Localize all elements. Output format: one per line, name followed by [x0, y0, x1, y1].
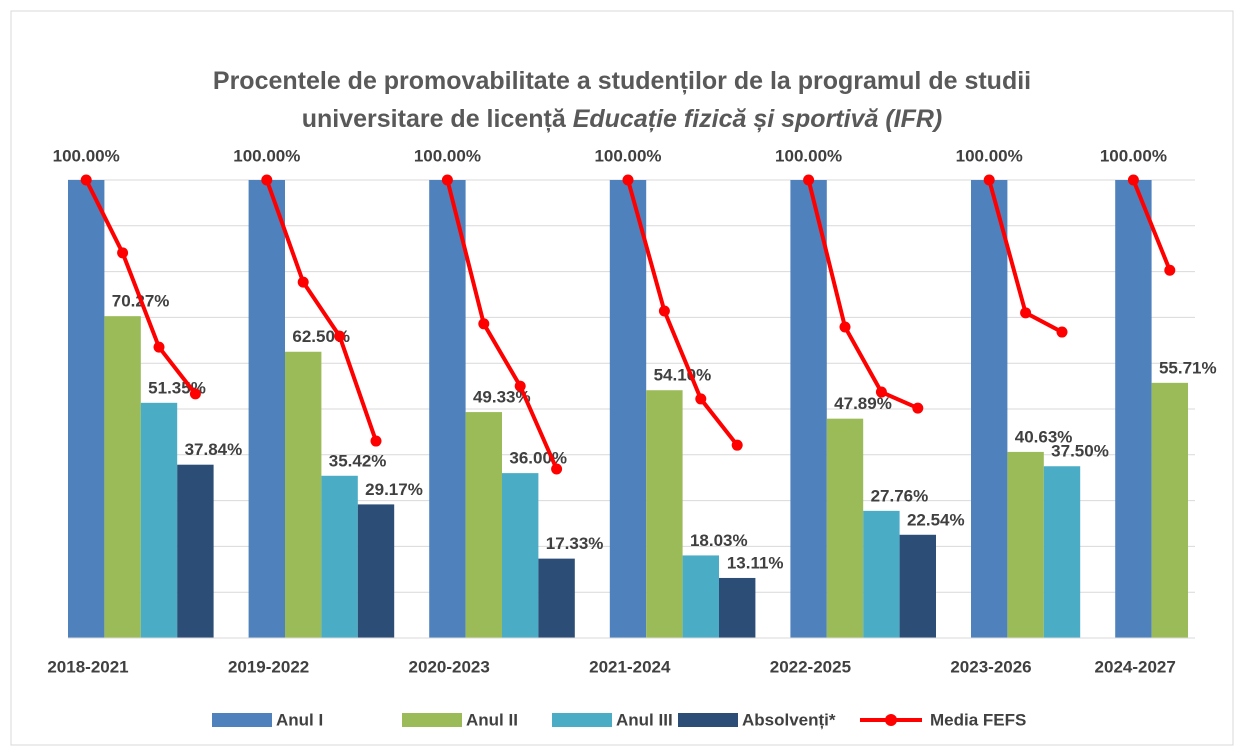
- bar: [502, 473, 539, 638]
- line-point: [695, 393, 707, 405]
- line-point: [1020, 307, 1032, 319]
- bar: [1043, 466, 1081, 638]
- data-label: 100.00%: [414, 146, 481, 165]
- line-series: [806, 179, 919, 410]
- bar: [1115, 180, 1152, 638]
- bar: [429, 180, 466, 638]
- bar: [790, 180, 827, 638]
- bar: [863, 510, 900, 638]
- bar: [465, 412, 502, 638]
- title-text: Procentele de promovabilitate a studenți…: [212, 67, 1032, 133]
- data-label: 17.33%: [546, 534, 604, 553]
- line-point: [1056, 326, 1068, 338]
- line-point: [261, 174, 273, 186]
- line-series: [445, 179, 559, 470]
- data-label: 22.54%: [907, 510, 965, 529]
- line-point: [803, 174, 815, 186]
- x-tick-label: 2023-2026: [950, 657, 1031, 676]
- legend-label: Media FEFS: [930, 710, 1026, 729]
- legend-label: Anul III: [616, 710, 673, 729]
- data-label: 100.00%: [594, 146, 661, 165]
- bar: [285, 351, 322, 638]
- line-point: [334, 330, 346, 342]
- line-point: [551, 463, 563, 475]
- data-label: 47.89%: [834, 394, 892, 413]
- line-point: [478, 318, 490, 330]
- bar: [826, 418, 864, 638]
- x-tick-label: 2024-2027: [1095, 657, 1176, 676]
- bar: [1151, 382, 1188, 638]
- line-point: [875, 386, 887, 398]
- line-point: [80, 174, 92, 186]
- data-label: 40.63%: [1015, 427, 1073, 446]
- x-tick-label: 2018-2021: [47, 657, 128, 676]
- line-series: [84, 179, 197, 396]
- line-series: [1131, 179, 1172, 271]
- bar: [719, 577, 756, 638]
- data-label: 35.42%: [329, 451, 387, 470]
- bar: [177, 464, 214, 638]
- legend-label: Anul II: [466, 710, 518, 729]
- bar: [140, 402, 178, 638]
- data-label: 100.00%: [956, 146, 1023, 165]
- bar: [682, 555, 719, 638]
- bar: [357, 504, 395, 638]
- legend-swatch: [552, 713, 612, 727]
- x-tick-label: 2020-2023: [409, 657, 490, 676]
- data-label: 27.76%: [871, 486, 929, 505]
- line-point: [189, 388, 201, 400]
- bar: [538, 558, 575, 638]
- bar: [899, 534, 936, 638]
- x-tick-label: 2021-2024: [589, 657, 671, 676]
- legend-label: Anul I: [276, 710, 323, 729]
- x-tick-label: 2022-2025: [770, 657, 851, 676]
- line-point: [297, 276, 309, 288]
- line-series: [626, 179, 739, 447]
- line-point: [514, 380, 526, 392]
- data-label: 13.11%: [727, 553, 784, 572]
- legend-marker: [885, 714, 897, 726]
- bar: [321, 475, 358, 638]
- bar: [646, 390, 683, 638]
- data-label: 37.50%: [1051, 442, 1109, 461]
- legend-swatch: [678, 713, 738, 727]
- legend-swatch: [212, 713, 272, 727]
- data-label: 100.00%: [775, 146, 842, 165]
- line-point: [658, 305, 670, 317]
- legend-swatch: [402, 713, 462, 727]
- data-label: 54.10%: [654, 366, 712, 385]
- line-point: [912, 402, 924, 414]
- data-label: 100.00%: [1100, 146, 1167, 165]
- line-point: [370, 435, 382, 447]
- data-label: 100.00%: [53, 146, 120, 165]
- data-label: 18.03%: [690, 531, 748, 550]
- line-point: [117, 247, 129, 259]
- line-series: [264, 179, 378, 442]
- data-label: 29.17%: [365, 480, 423, 499]
- bar: [609, 180, 647, 638]
- data-label: 55.71%: [1159, 358, 1217, 377]
- title-italic: Educație fizică și sportivă (IFR): [572, 105, 943, 133]
- line-point: [731, 439, 743, 451]
- data-label: 37.84%: [185, 440, 243, 459]
- line-point: [839, 321, 851, 333]
- chart-title: Procentele de promovabilitate a studenți…: [150, 62, 1094, 138]
- bar: [104, 316, 141, 638]
- bar: [68, 180, 105, 638]
- bar: [1007, 451, 1044, 638]
- bar: [971, 180, 1008, 638]
- data-label: 49.33%: [473, 388, 531, 407]
- data-label: 100.00%: [233, 146, 300, 165]
- line-point: [441, 174, 453, 186]
- line-point: [1164, 264, 1176, 276]
- line-point: [622, 174, 634, 186]
- line-point: [983, 174, 995, 186]
- line-point: [1127, 174, 1139, 186]
- line-point: [153, 341, 165, 353]
- legend-label: Absolvenți*: [742, 710, 836, 729]
- bar: [248, 180, 285, 638]
- x-tick-label: 2019-2022: [228, 657, 309, 676]
